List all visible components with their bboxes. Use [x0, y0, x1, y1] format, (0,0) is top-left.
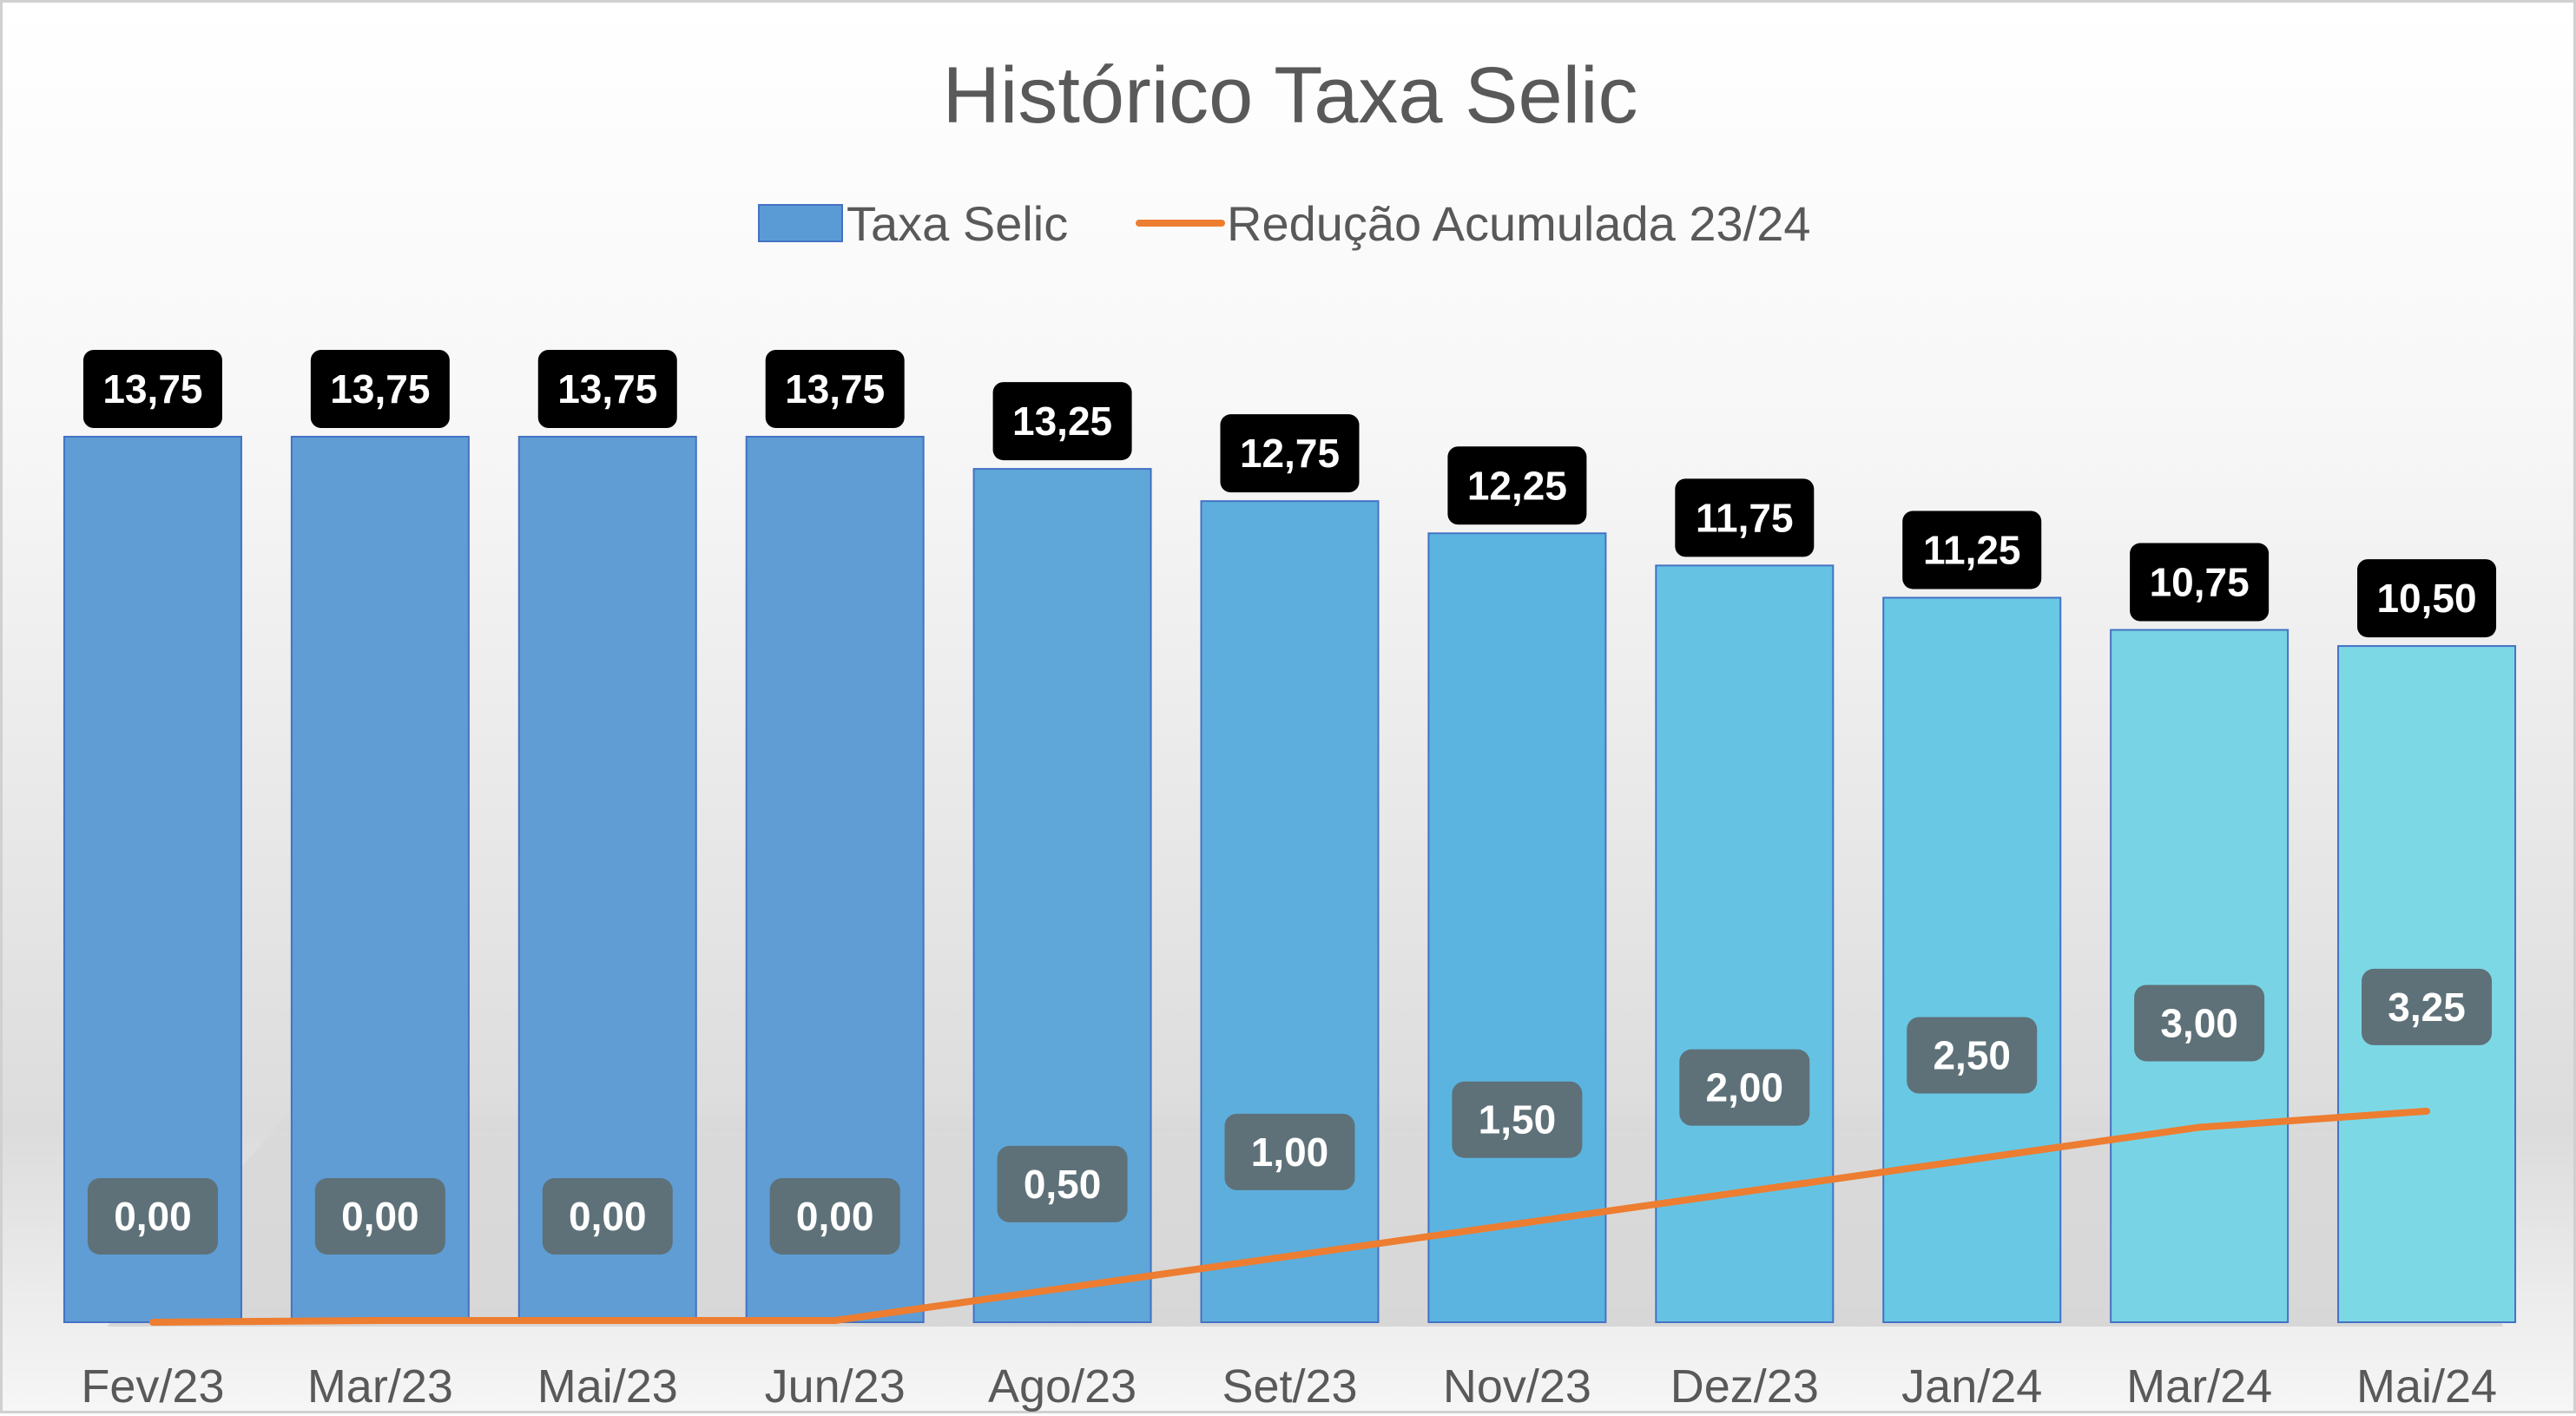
line-label-box-5 — [1224, 1113, 1355, 1190]
line-label-box-0 — [87, 1178, 218, 1255]
line-label-text-10: 3,25 — [2388, 985, 2466, 1030]
bar-label-text-2: 13,75 — [557, 366, 657, 412]
bar-label-text-8: 11,25 — [1923, 527, 2021, 572]
bar-6 — [1427, 532, 1607, 1323]
bar-label-text-4: 13,25 — [1012, 398, 1112, 444]
legend-label-taxa-selic: Taxa Selic — [847, 196, 1068, 251]
line-label-0: 0,00 — [87, 1178, 218, 1255]
bar-label-5: 12,75 — [1220, 414, 1360, 493]
bar-label-7: 11,75 — [1675, 478, 1815, 557]
line-label-text-6: 1,50 — [1479, 1097, 1557, 1143]
line-label-box-4 — [997, 1145, 1128, 1222]
bar-label-8: 11,25 — [1902, 510, 2042, 589]
bar-label-box-7 — [1675, 478, 1815, 557]
bar-label-text-9: 10,75 — [2150, 560, 2250, 605]
bar-label-10: 10,50 — [2357, 559, 2497, 638]
bar-label-box-10 — [2357, 559, 2497, 638]
line-label-text-8: 2,50 — [1933, 1033, 2011, 1078]
line-label-box-2 — [542, 1178, 673, 1255]
bar-label-4: 13,25 — [992, 382, 1132, 461]
bar-label-2: 13,75 — [537, 350, 677, 428]
chart-title: Histórico Taxa Selic — [942, 51, 1637, 140]
bar-label-box-4 — [992, 382, 1132, 461]
x-axis-ticks: Fev/23 Mar/23 Mai/23 Jun/23 Ago/23 Set/23 Nov/… — [81, 1360, 2497, 1413]
line-label-text-0: 0,00 — [114, 1194, 192, 1239]
line-layer — [148, 1107, 2431, 1326]
line-label-3: 0,00 — [769, 1178, 900, 1255]
x-tick-label-7: Dez/23 — [1670, 1360, 1819, 1413]
bar-2 — [517, 436, 697, 1323]
line-label-box-1 — [314, 1178, 445, 1255]
line-label-text-5: 1,00 — [1251, 1130, 1329, 1175]
line-label-7: 2,00 — [1679, 1049, 1810, 1126]
legend-swatch-taxa-selic — [758, 204, 843, 242]
line-label-text-4: 0,50 — [1024, 1162, 1102, 1207]
bar-label-box-3 — [765, 350, 905, 428]
x-tick-label-0: Fev/23 — [81, 1360, 224, 1413]
bar-label-text-7: 11,75 — [1696, 495, 1794, 540]
bar-label-text-6: 12,25 — [1467, 463, 1567, 508]
bar-label-text-3: 13,75 — [785, 366, 885, 412]
bar-label-text-1: 13,75 — [330, 366, 430, 412]
x-tick-label-8: Jan/24 — [1901, 1360, 2042, 1413]
chart-svg: Histórico Taxa Selic Taxa Selic Redução … — [63, 51, 2517, 1413]
bar-7 — [1655, 564, 1835, 1323]
x-tick-label-6: Nov/23 — [1443, 1360, 1591, 1413]
legend: Taxa Selic Redução Acumulada 23/24 — [758, 196, 1811, 251]
line-label-box-6 — [1452, 1081, 1583, 1158]
line-label-box-3 — [769, 1178, 900, 1255]
line-label-text-9: 3,00 — [2160, 1000, 2238, 1045]
bar-5 — [1200, 500, 1380, 1323]
legend-label-reducao: Redução Acumulada 23/24 — [1227, 196, 1811, 251]
bar-label-box-9 — [2130, 543, 2270, 622]
bar-0 — [63, 436, 242, 1323]
bar-3 — [745, 436, 925, 1323]
line-label-8: 2,50 — [1907, 1017, 2038, 1094]
x-tick-label-5: Set/23 — [1222, 1360, 1357, 1413]
line-label-text-2: 0,00 — [569, 1194, 647, 1239]
x-tick-label-1: Mar/23 — [307, 1360, 453, 1413]
bar-label-1: 13,75 — [310, 350, 450, 428]
line-label-text-3: 0,00 — [796, 1194, 874, 1239]
line-label-box-8 — [1907, 1017, 2038, 1094]
labels-layer: 13,75 13,75 13,75 13,75 13,25 12,75 12,25 11,75… — [82, 350, 2497, 1255]
bar-label-box-0 — [82, 350, 222, 428]
bar-label-box-5 — [1220, 414, 1360, 493]
bar-label-box-8 — [1902, 510, 2042, 589]
line-label-5: 1,00 — [1224, 1113, 1355, 1190]
bar-label-9: 10,75 — [2130, 543, 2270, 622]
line-label-text-1: 0,00 — [341, 1194, 419, 1239]
bar-9 — [2110, 629, 2289, 1323]
bar-label-3: 13,75 — [765, 350, 905, 428]
line-label-4: 0,50 — [997, 1145, 1128, 1222]
line-label-9: 3,00 — [2134, 985, 2265, 1062]
bar-label-text-10: 10,50 — [2376, 576, 2476, 621]
line-label-10: 3,25 — [2362, 968, 2493, 1045]
line-label-6: 1,50 — [1452, 1081, 1583, 1158]
bar-label-0: 13,75 — [82, 350, 222, 428]
line-label-box-7 — [1679, 1049, 1810, 1126]
line-label-2: 0,00 — [542, 1178, 673, 1255]
x-tick-label-4: Ago/23 — [988, 1360, 1136, 1413]
bar-label-text-0: 13,75 — [102, 366, 202, 412]
bar-label-box-2 — [537, 350, 677, 428]
x-tick-label-3: Jun/23 — [765, 1360, 906, 1413]
bar-label-box-6 — [1447, 446, 1587, 525]
line-label-text-7: 2,00 — [1706, 1065, 1784, 1110]
x-tick-label-2: Mai/23 — [537, 1360, 678, 1413]
bar-label-box-1 — [310, 350, 450, 428]
x-tick-label-9: Mar/24 — [2126, 1360, 2272, 1413]
bar-label-text-5: 12,75 — [1240, 431, 1340, 476]
line-label-1: 0,00 — [314, 1178, 445, 1255]
line-label-box-9 — [2134, 985, 2265, 1062]
x-tick-label-10: Mai/24 — [2356, 1360, 2497, 1413]
line-reducao-acumulada — [148, 1107, 2431, 1326]
line-label-box-10 — [2362, 968, 2493, 1045]
bar-label-6: 12,25 — [1447, 446, 1587, 525]
bar-8 — [1882, 596, 2062, 1323]
